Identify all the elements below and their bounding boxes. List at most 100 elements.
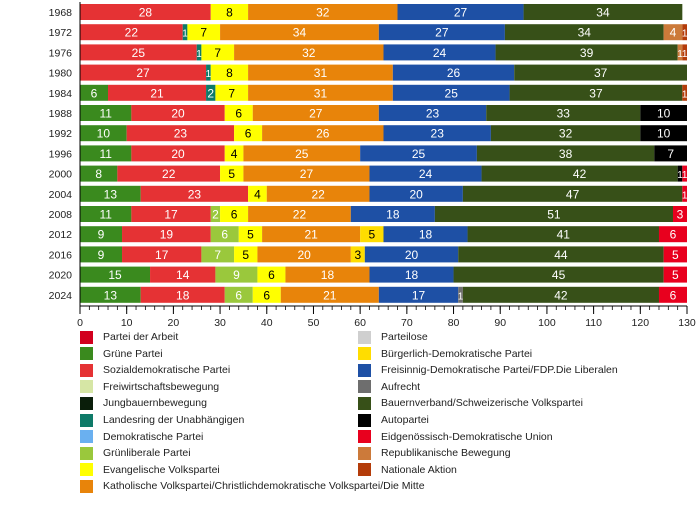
data-label: 5 xyxy=(242,248,249,262)
data-label: 22 xyxy=(293,208,307,222)
bar-segment-cvp xyxy=(262,125,384,142)
data-label: 6 xyxy=(235,107,242,121)
x-tick-label: 70 xyxy=(401,317,413,329)
x-tick-label: 100 xyxy=(538,317,556,329)
bar-segment-evp xyxy=(224,105,253,121)
year-label: 2000 xyxy=(49,169,73,181)
bar-segment-cvp xyxy=(257,246,351,263)
data-label: 41 xyxy=(557,228,571,242)
data-label: 21 xyxy=(323,288,337,302)
data-label: 23 xyxy=(426,107,440,121)
year-label: 2020 xyxy=(49,270,73,282)
bar-segment-svp xyxy=(458,246,664,263)
data-label: 1 xyxy=(682,190,688,201)
bar-segment-svp xyxy=(486,105,641,121)
data-label: 44 xyxy=(554,248,568,262)
bar-segment-cvp xyxy=(262,226,361,243)
bar-segment-evp xyxy=(234,125,263,142)
data-label: 1 xyxy=(677,49,683,60)
bar-segment-glp xyxy=(210,206,221,222)
bar-segment-fdp xyxy=(397,4,524,20)
bar-segment-glp xyxy=(224,286,253,303)
year-label: 2016 xyxy=(49,249,73,261)
bar-segment-evp xyxy=(201,44,235,61)
data-label: 9 xyxy=(98,228,105,242)
bar-segment-ldu xyxy=(206,84,216,101)
bar-segment-rep xyxy=(663,24,683,41)
bar-segment-evp xyxy=(238,226,263,243)
bar-segment-fdp xyxy=(383,125,491,142)
bar-segment-fdp xyxy=(350,206,435,222)
data-label: 6 xyxy=(91,86,98,100)
data-label: 42 xyxy=(573,167,587,181)
data-label: 19 xyxy=(160,228,174,242)
data-label: 3 xyxy=(677,208,684,222)
data-label: 3 xyxy=(354,248,361,262)
bar-segment-ldu xyxy=(182,24,188,41)
bar-segment-evp xyxy=(210,64,249,81)
bar-segment-cvp xyxy=(243,145,361,162)
bar-segment-edu xyxy=(682,165,687,182)
bar-segment-sp xyxy=(108,84,207,101)
data-label: 4 xyxy=(231,147,238,161)
bar-segment-fdp xyxy=(378,286,459,303)
bar-segment-fdp xyxy=(392,64,515,81)
year-label: 1972 xyxy=(49,27,73,39)
data-label: 18 xyxy=(405,268,419,282)
data-label: 26 xyxy=(316,127,330,141)
bar-segment-edu xyxy=(672,206,687,222)
data-label: 26 xyxy=(447,66,461,80)
bar-segment-gp xyxy=(80,266,151,283)
data-label: 15 xyxy=(108,268,122,282)
data-label: 20 xyxy=(410,187,424,201)
bar-segment-rep xyxy=(677,44,683,61)
bar-segment-gp xyxy=(80,125,127,142)
bar-segment-edu xyxy=(658,226,687,243)
bar-segment-svp xyxy=(509,84,683,101)
data-label: 20 xyxy=(171,147,185,161)
data-label: 23 xyxy=(174,127,188,141)
data-label: 22 xyxy=(311,187,325,201)
data-label: 34 xyxy=(293,26,307,40)
bar-segment-bdp xyxy=(360,226,384,243)
bar-segment-auf xyxy=(458,286,463,303)
bar-segment-glp xyxy=(215,266,258,283)
bar-segment-cvp xyxy=(243,165,370,182)
data-label: 1 xyxy=(682,29,688,40)
bar-segment-ldu xyxy=(206,64,211,81)
data-label: 37 xyxy=(589,86,603,100)
bar-segment-sp xyxy=(122,226,211,243)
bar-segment-ap xyxy=(640,125,687,142)
bar-segment-bdp xyxy=(350,246,365,263)
data-label: 18 xyxy=(419,228,433,242)
bar-segment-svp xyxy=(462,185,683,202)
year-label: 1968 xyxy=(49,7,73,19)
data-label: 6 xyxy=(221,228,228,242)
data-label: 8 xyxy=(95,167,102,181)
bar-segment-ap xyxy=(640,105,687,121)
bar-segment-fdp xyxy=(360,145,477,162)
data-label: 22 xyxy=(125,26,139,40)
year-label: 1984 xyxy=(49,88,73,100)
data-label: 1 xyxy=(682,49,688,60)
year-label: 2008 xyxy=(49,209,73,221)
data-label: 7 xyxy=(214,248,221,262)
data-label: 27 xyxy=(300,167,314,181)
data-label: 39 xyxy=(580,46,594,60)
bar-segment-svp xyxy=(462,286,659,303)
year-label: 1992 xyxy=(49,128,73,140)
data-label: 47 xyxy=(566,187,580,201)
data-label: 5 xyxy=(368,228,375,242)
year-label: 1996 xyxy=(49,148,73,160)
data-label: 25 xyxy=(132,46,146,60)
bar-segment-sp xyxy=(140,185,249,202)
data-label: 27 xyxy=(435,26,449,40)
bar-segment-cvp xyxy=(248,64,393,81)
bar-segment-fdp xyxy=(369,165,482,182)
data-label: 32 xyxy=(316,6,330,20)
bar-segment-sp xyxy=(131,105,225,121)
data-label: 14 xyxy=(176,268,190,282)
bar-segment-sp xyxy=(131,145,225,162)
x-tick-label: 120 xyxy=(632,317,650,329)
bar-segment-sp xyxy=(140,286,225,303)
